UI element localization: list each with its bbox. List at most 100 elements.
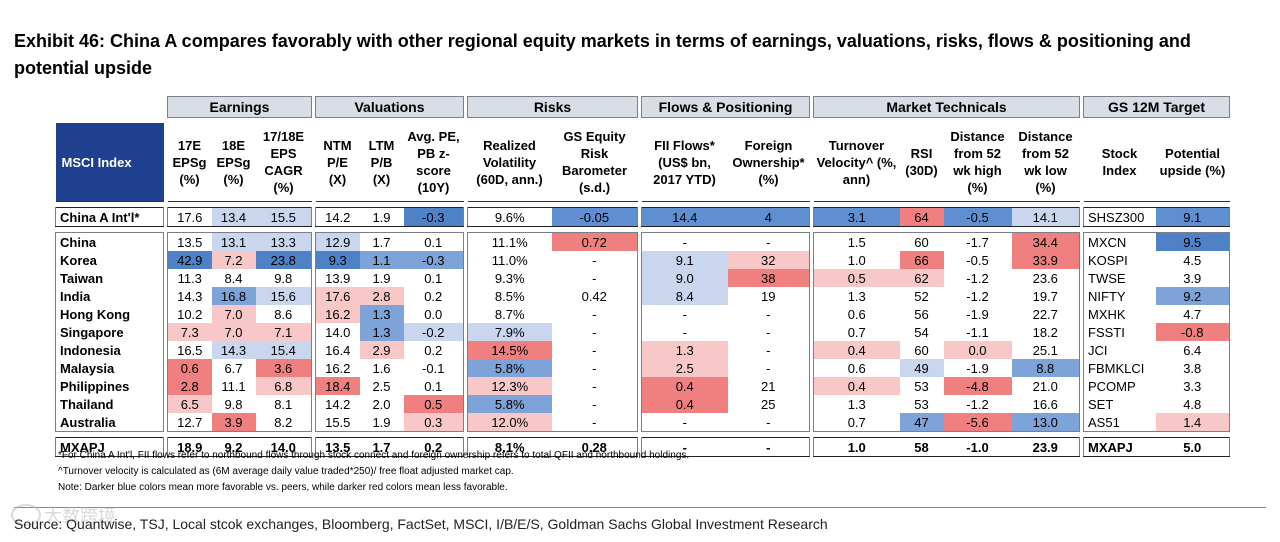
table-cell: -1.9 [943, 305, 1012, 323]
table-cell: 16.5 [167, 341, 212, 359]
table-cell: 1.3 [813, 287, 900, 305]
table-cell: -1.2 [943, 269, 1012, 287]
table-cell: 0.0 [403, 305, 464, 323]
table-cell: -1.2 [943, 395, 1012, 413]
table-cell: 6.4 [1155, 341, 1230, 359]
table-cell: 0.4 [641, 377, 728, 395]
table-cell: -0.2 [403, 323, 464, 341]
table-cell: 2.0 [359, 395, 404, 413]
column-header: Distance from 52 wk low (%) [1011, 123, 1080, 202]
table-cell: SET [1083, 395, 1156, 413]
table-row: Philippines 2.8 11.1 6.8 18.4 2.5 0.1 12.3% -0.4… [55, 377, 1230, 395]
table-cell: 0.6 [167, 359, 212, 377]
table-cell: 4 [727, 207, 810, 227]
table-cell: - [641, 232, 728, 251]
column-header: NTM P/E (X) [315, 123, 360, 202]
table-cell: 0.4 [813, 341, 900, 359]
column-header: LTM P/B (X) [359, 123, 404, 202]
table-cell: MXAPJ [1083, 437, 1156, 457]
table-cell: 0.2 [403, 287, 464, 305]
row-label: Malaysia [55, 359, 164, 377]
table-cell: 7.9% [467, 323, 552, 341]
table-cell: 34.4 [1011, 232, 1080, 251]
table-row: India 14.3 16.8 15.6 17.6 2.8 0.2 8.5% 0.42 8.4 19… [55, 287, 1230, 305]
table-cell: 16.6 [1011, 395, 1080, 413]
table-cell: KOSPI [1083, 251, 1156, 269]
table-cell: 7.1 [255, 323, 312, 341]
table-cell: 7.2 [211, 251, 256, 269]
column-header: 18E EPSg (%) [211, 123, 256, 202]
table-cell: 18.4 [315, 377, 360, 395]
table-cell: - [727, 341, 810, 359]
table-cell: 16.2 [315, 305, 360, 323]
table-cell: - [551, 413, 638, 432]
table-cell: MXCN [1083, 232, 1156, 251]
table-cell: 11.1 [211, 377, 256, 395]
table-cell: 25.1 [1011, 341, 1080, 359]
comparison-table: Earnings Valuations Risks Flows & Positi… [55, 96, 1230, 457]
exhibit-title: Exhibit 46: China A compares favorably w… [14, 31, 1191, 78]
table-cell: 7.3 [167, 323, 212, 341]
table-cell: 21 [727, 377, 810, 395]
table-cell: -0.5 [943, 251, 1012, 269]
table-cell: 4.5 [1155, 251, 1230, 269]
table-cell: - [551, 341, 638, 359]
table-row: Indonesia 16.5 14.3 15.4 16.4 2.9 0.2 14.5% -1.3… [55, 341, 1230, 359]
table-cell: - [727, 437, 810, 457]
table-cell: 25 [727, 395, 810, 413]
table-cell: NIFTY [1083, 287, 1156, 305]
table-cell: 8.2 [255, 413, 312, 432]
footnote-china-a: *For China A Int'l, FII flows refer to n… [58, 450, 690, 461]
table-cell: 23.9 [1011, 437, 1080, 457]
table-cell: 1.3 [359, 305, 404, 323]
table-cell: 0.1 [403, 377, 464, 395]
divider [14, 507, 1266, 508]
table-cell: 6.8 [255, 377, 312, 395]
row-label: Australia [55, 413, 164, 432]
table-cell: 9.1 [641, 251, 728, 269]
table-cell: 9.3% [467, 269, 552, 287]
footnote-turnover: ^Turnover velocity is calculated as (6M … [58, 466, 514, 477]
table-cell: 4.8 [1155, 395, 1230, 413]
table-cell: 33.9 [1011, 251, 1080, 269]
table-cell: - [551, 251, 638, 269]
table-cell: -0.1 [403, 359, 464, 377]
table-cell: 1.9 [359, 413, 404, 432]
table-cell: 17.6 [167, 207, 212, 227]
table-cell: 14.1 [1011, 207, 1080, 227]
table-cell: -0.8 [1155, 323, 1230, 341]
footnote-color-note: Note: Darker blue colors mean more favor… [58, 482, 508, 493]
table-cell: 1.0 [813, 437, 900, 457]
table-cell: - [727, 323, 810, 341]
row-label: Hong Kong [55, 305, 164, 323]
table-cell: 14.5% [467, 341, 552, 359]
table-row: Australia 12.7 3.9 8.2 15.5 1.9 0.3 12.0% - - -0.7… [55, 413, 1230, 432]
table-row: Malaysia 0.6 6.7 3.6 16.2 1.6 -0.1 5.8% -2.5-0.6… [55, 359, 1230, 377]
table-cell: 0.2 [403, 437, 464, 457]
group-target: GS 12M Target [1083, 96, 1230, 118]
table-cell: -1.2 [943, 287, 1012, 305]
row-label: Korea [55, 251, 164, 269]
table-cell: 14.0 [315, 323, 360, 341]
row-label: India [55, 287, 164, 305]
table-cell: 64 [899, 207, 944, 227]
table-cell: 12.0% [467, 413, 552, 432]
table-cell: 8.8 [1011, 359, 1080, 377]
table-cell: 0.2 [403, 341, 464, 359]
column-header-row: MSCI Index 17E EPSg (%) 18E EPSg (%) 17/18… [55, 123, 1230, 202]
table-cell: 0.1 [403, 269, 464, 287]
table-row: Taiwan 11.3 8.4 9.8 13.9 1.9 0.1 9.3% -9.0 38 0.5 6… [55, 269, 1230, 287]
row-label: Philippines [55, 377, 164, 395]
table-cell: 4.7 [1155, 305, 1230, 323]
table-cell: 0.4 [813, 377, 900, 395]
table-cell: -1.9 [943, 359, 1012, 377]
table-cell: 23.8 [255, 251, 312, 269]
table-cell: 0.3 [403, 413, 464, 432]
msci-index-header: MSCI Index [55, 123, 164, 202]
table-cell: 13.3 [255, 232, 312, 251]
table-cell: 8.4 [211, 269, 256, 287]
group-header-row: Earnings Valuations Risks Flows & Positi… [55, 96, 1230, 118]
table-cell: - [727, 232, 810, 251]
table-cell: 8.1% [467, 437, 552, 457]
table-cell: 13.9 [315, 269, 360, 287]
